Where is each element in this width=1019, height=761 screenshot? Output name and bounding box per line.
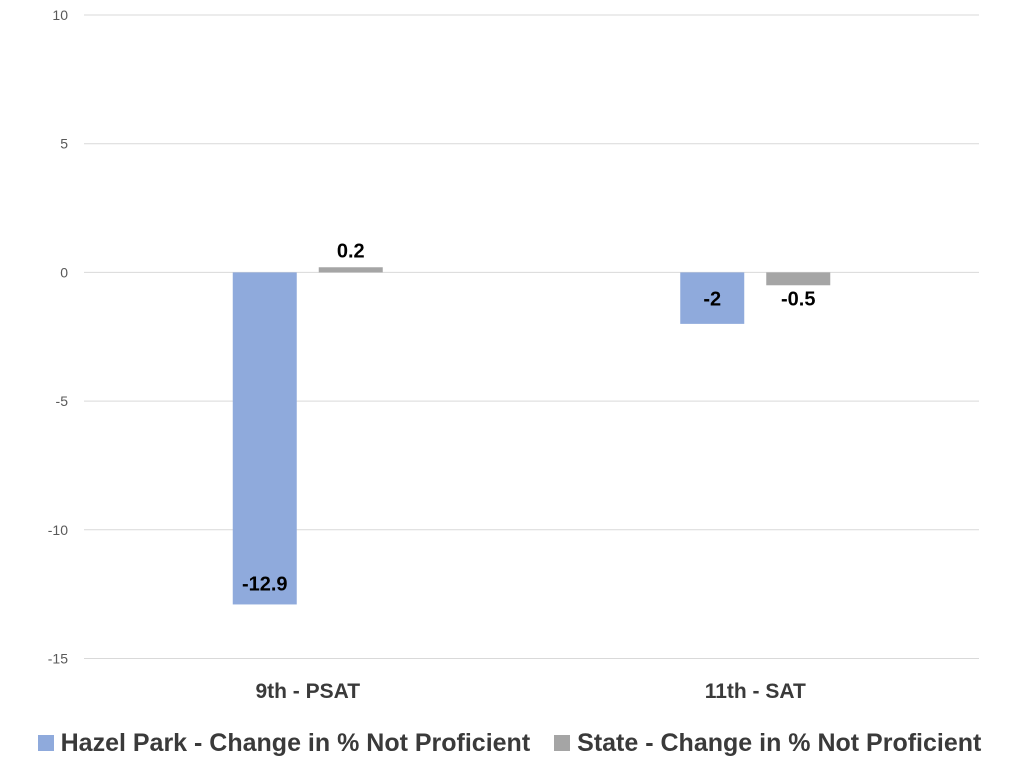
data-label: -0.5 bbox=[781, 288, 815, 310]
legend-label-hazel-park: Hazel Park - Change in % Not Proficient bbox=[60, 728, 531, 757]
data-label: -12.9 bbox=[242, 573, 288, 595]
y-tick-label: -5 bbox=[56, 393, 69, 409]
y-tick-label: 10 bbox=[52, 7, 68, 23]
bar-hazel-park bbox=[680, 272, 745, 324]
y-tick-label: -15 bbox=[48, 651, 68, 667]
legend-item-state: State - Change in % Not Proficient bbox=[554, 729, 981, 758]
data-labels: -12.9 0.2 -2 -0.5 bbox=[242, 240, 816, 595]
legend-swatch-state bbox=[554, 735, 571, 751]
x-tick-label: 9th - PSAT bbox=[255, 680, 360, 703]
legend-item-hazel-park: Hazel Park - Change in % Not Proficient bbox=[37, 728, 531, 758]
bar-state bbox=[766, 272, 831, 286]
gridlines bbox=[84, 14, 979, 659]
legend-swatch-hazel-park bbox=[37, 735, 54, 751]
bar-hazel-park bbox=[232, 272, 297, 605]
bar-chart: 10 5 0 -5 -10 -15 -12.9 0.2 -2 -0.5 9th - PSAT 11… bbox=[48, 7, 979, 703]
legend: Hazel Park - Change in % Not Proficient … bbox=[0, 726, 1019, 760]
y-tick-label: -10 bbox=[48, 522, 68, 538]
data-label: 0.2 bbox=[337, 240, 365, 262]
legend-label-state: State - Change in % Not Proficient bbox=[577, 728, 982, 757]
y-tick-label: 5 bbox=[60, 136, 68, 152]
data-label: -2 bbox=[703, 288, 721, 310]
bars bbox=[232, 267, 831, 605]
x-axis-ticks: 9th - PSAT 11th - SAT bbox=[255, 680, 806, 703]
y-axis-ticks: 10 5 0 -5 -10 -15 bbox=[48, 7, 68, 667]
x-tick-label: 11th - SAT bbox=[705, 680, 806, 703]
bar-state bbox=[318, 267, 383, 273]
y-tick-label: 0 bbox=[60, 264, 68, 280]
